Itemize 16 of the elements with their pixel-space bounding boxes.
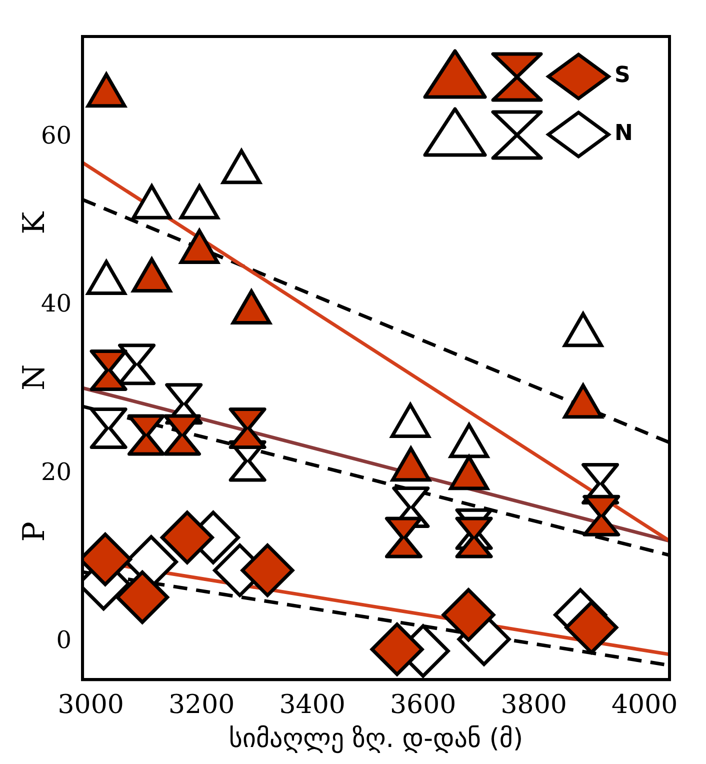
x-axis-title: სიმაღლე ზღ. დ-დან (მ): [228, 724, 524, 754]
x-tick-label: 3600: [390, 690, 456, 720]
y-tick-label: 40: [40, 290, 72, 318]
x-tick-label: 3800: [500, 690, 567, 720]
text: N: [16, 364, 52, 390]
y-tick-label: 20: [40, 458, 72, 486]
x-tick-label: 3000: [58, 690, 124, 720]
x-tick-label: 4000: [611, 690, 678, 720]
y-tick-label: 0: [56, 626, 72, 654]
x-tick-label: 3400: [279, 690, 346, 720]
y-tick-label: 60: [40, 122, 72, 150]
text: K: [16, 211, 52, 234]
text: P: [16, 522, 52, 542]
legend-label: S: [614, 63, 630, 88]
legend-label: N: [614, 121, 633, 146]
x-tick-label: 3200: [168, 690, 235, 720]
